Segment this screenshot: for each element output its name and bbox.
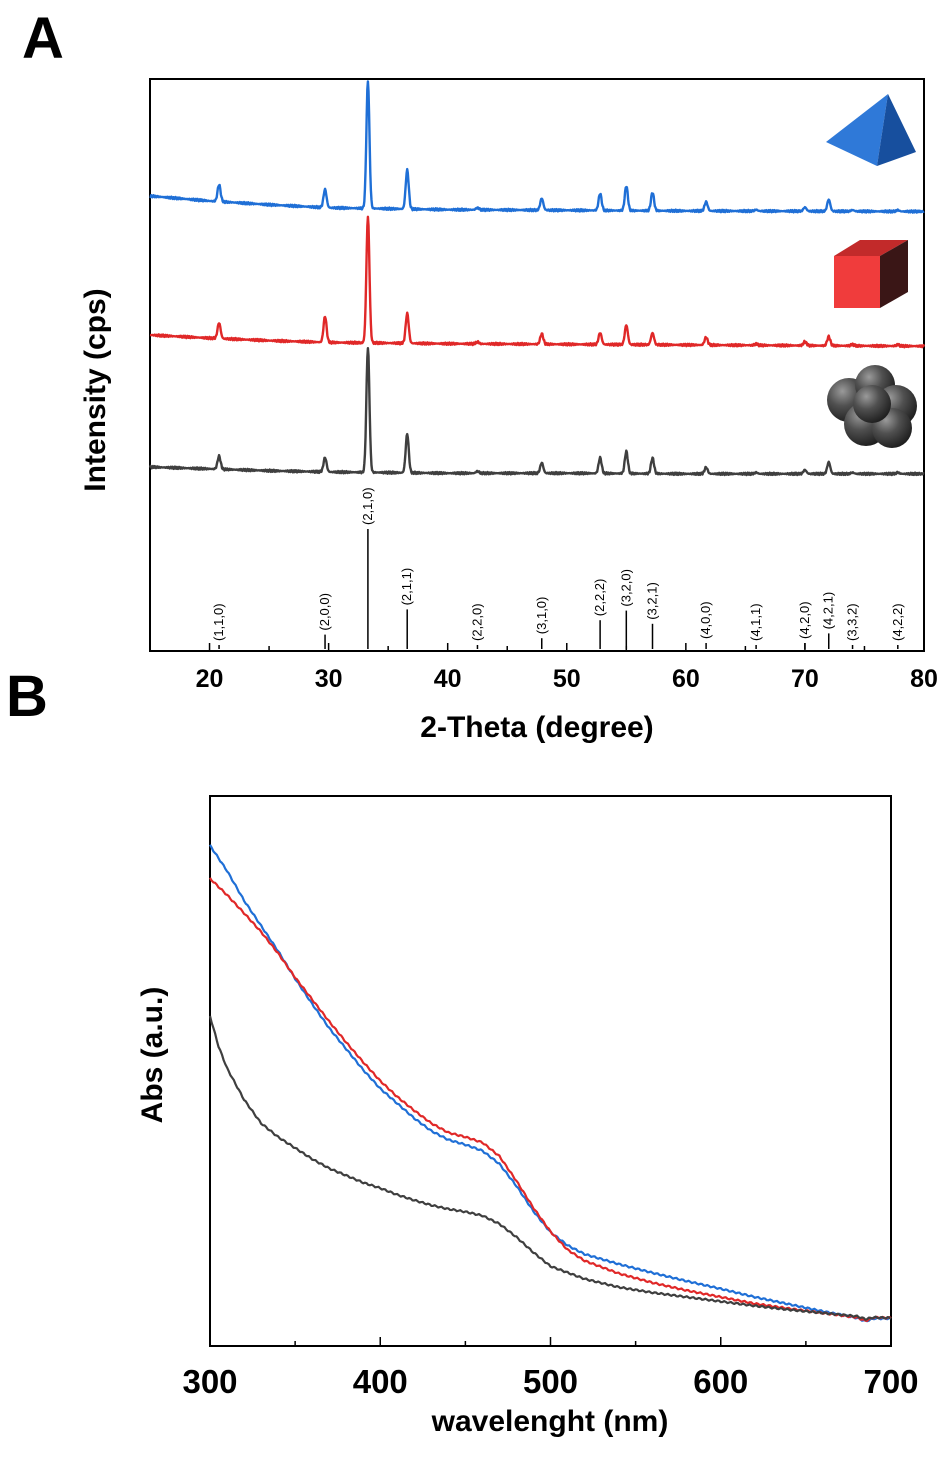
xrd-x-axis-tick-labels: 20 30 40 50 60 70 80: [196, 665, 938, 693]
xrd-plot-frame: [149, 78, 925, 652]
panel-a-label: A: [22, 6, 64, 71]
reference-hkl-label: (2,1,1): [399, 568, 414, 606]
xrd-x-tick-label: 50: [553, 665, 581, 693]
reference-hkl-label: (1,1,0): [211, 603, 226, 641]
uv-x-tick-label: 600: [693, 1363, 748, 1400]
uv-x-tick-label: 700: [863, 1363, 918, 1400]
reference-pattern: (1,1,0) (2,0,0) (2,1,0) (2,1,1) (2,2,0) (3,1,…: [211, 487, 905, 649]
sphere-cluster-icon: [827, 365, 917, 448]
reference-hkl-label: (2,1,0): [360, 487, 375, 525]
xrd-series-group: [148, 80, 926, 477]
uv-x-axis-tick-labels: 300 400 500 600 700: [182, 1363, 918, 1400]
reference-hkl-label: (4,2,2): [890, 603, 905, 641]
xrd-y-axis-title: Intensity (cps): [79, 288, 112, 491]
xrd-x-tick-label: 60: [672, 665, 700, 693]
xrd-series-line: [149, 215, 926, 349]
uv-x-tick-label: 500: [523, 1363, 578, 1400]
cube-icon: [834, 240, 908, 308]
uv-x-axis-ticks: [209, 1337, 892, 1346]
reference-hkl-label: (3,3,2): [845, 603, 860, 641]
uv-plot-frame: [209, 795, 892, 1347]
uv-series-line: [208, 1015, 892, 1321]
reference-hkl-label: (2,0,0): [317, 593, 332, 631]
reference-hkl-label: (4,2,1): [821, 592, 836, 630]
reference-hkl-label: (3,1,0): [534, 597, 549, 635]
reference-hkl-label: (3,2,1): [645, 582, 660, 620]
uv-series-line: [209, 877, 892, 1322]
xrd-x-tick-label: 70: [791, 665, 819, 693]
reference-hkl-label: (2,2,2): [592, 579, 607, 617]
xrd-chart: 20 30 40 50 60 70 80 (1,1,0) (2,0,0) (2,1,0) (2,1…: [79, 78, 938, 744]
xrd-x-tick-label: 40: [434, 665, 462, 693]
reference-hkl-label: (4,1,1): [748, 603, 763, 641]
uv-series-group: [208, 844, 892, 1323]
xrd-x-axis-title: 2-Theta (degree): [420, 711, 653, 744]
panel-b-label: B: [6, 664, 48, 729]
reference-hkl-label: (4,2,0): [797, 601, 812, 639]
uv-series-line: [209, 844, 892, 1323]
uv-x-tick-label: 400: [353, 1363, 408, 1400]
reference-hkl-label: (4,0,0): [698, 601, 713, 639]
xrd-x-axis-ticks: [149, 643, 925, 651]
xrd-x-tick-label: 30: [315, 665, 343, 693]
xrd-x-tick-label: 20: [196, 665, 224, 693]
xrd-x-tick-label: 80: [910, 665, 938, 693]
uv-x-tick-label: 300: [182, 1363, 237, 1400]
uv-y-axis-title: Abs (a.u.): [136, 987, 169, 1124]
reference-hkl-label: (3,2,0): [618, 569, 633, 607]
uv-vis-chart: 300 400 500 600 700 wavelenght (nm) Abs (a.u…: [136, 795, 919, 1438]
reference-hkl-label: (2,2,0): [469, 603, 484, 641]
xrd-series-line: [149, 80, 925, 214]
xrd-series-line: [148, 347, 925, 477]
pyramid-icon: [826, 94, 916, 166]
uv-x-axis-title: wavelenght (nm): [431, 1405, 669, 1438]
